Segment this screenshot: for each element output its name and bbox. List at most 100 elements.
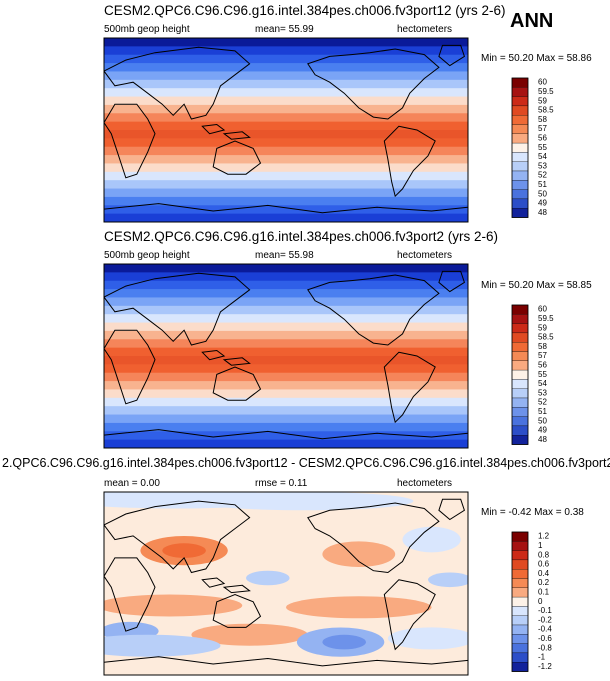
contour-band xyxy=(104,163,468,173)
coastline xyxy=(307,502,440,574)
colorbar-label: 50 xyxy=(538,189,547,198)
contour-band xyxy=(104,280,468,290)
contour-band xyxy=(104,155,468,165)
colorbar-label: 0.1 xyxy=(538,588,550,597)
contour-band xyxy=(104,364,468,374)
colorbar-label: -0.4 xyxy=(538,625,552,634)
panel2-minmax: Min = 50.20 Max = 58.85 xyxy=(481,280,592,291)
contour-band xyxy=(104,289,468,299)
colorbar-3: 1.210.80.60.40.20.10-0.1-0.2-0.4-0.6-0.8… xyxy=(511,531,552,672)
colorbar-label: 58 xyxy=(538,342,547,351)
colorbar-swatch xyxy=(511,87,529,97)
colorbar-label: 57 xyxy=(538,351,547,360)
contour-band xyxy=(104,381,468,391)
colorbar-label: 58.5 xyxy=(538,333,554,342)
anomaly-contour xyxy=(322,634,367,650)
colorbar-label: 59.5 xyxy=(538,87,554,96)
colorbar-label: 53 xyxy=(538,388,547,397)
colorbar-label: -1 xyxy=(538,653,546,662)
colorbar-label: 59 xyxy=(538,96,547,105)
contour-band xyxy=(104,347,468,357)
panel2-mean: mean= 55.98 xyxy=(255,250,314,261)
coastline xyxy=(212,593,262,628)
contour-band xyxy=(104,113,468,123)
colorbar-swatch xyxy=(511,142,529,153)
panel1-left-label: 500mb geop height xyxy=(104,24,190,35)
coastline xyxy=(438,498,465,521)
colorbar-label: 0.8 xyxy=(538,550,550,559)
coastline xyxy=(222,131,251,140)
colorbar-swatch xyxy=(511,624,529,635)
panel1-minmax: Min = 50.20 Max = 58.86 xyxy=(481,53,592,64)
colorbar-swatch xyxy=(511,416,529,427)
colorbar-swatch xyxy=(511,559,529,570)
season-label: ANN xyxy=(510,10,554,32)
contour-band xyxy=(104,205,468,215)
colorbar-label: 51 xyxy=(538,180,547,189)
colorbar-swatch xyxy=(511,161,529,172)
panel1-title: CESM2.QPC6.C96.C96.g16.intel.384pes.ch00… xyxy=(104,3,506,18)
colorbar-swatch xyxy=(511,541,529,551)
colorbar-swatch xyxy=(511,606,529,616)
colorbar-swatch xyxy=(511,652,529,663)
anomaly-contour xyxy=(104,594,243,617)
colorbar-label: 0.2 xyxy=(538,578,550,587)
colorbar-swatch xyxy=(511,152,529,162)
contour-band xyxy=(104,138,468,148)
contour-band xyxy=(104,264,468,273)
colorbar-label: 0 xyxy=(538,597,543,606)
anomaly-contour xyxy=(402,526,461,553)
map-frame xyxy=(103,263,469,449)
colorbar-label: 52 xyxy=(538,171,547,180)
colorbar-label: 50 xyxy=(538,416,547,425)
colorbar-label: 58.5 xyxy=(538,106,554,115)
colorbar-swatch xyxy=(511,351,529,361)
colorbar-swatch xyxy=(511,662,529,672)
coastline xyxy=(383,579,436,651)
panel3-title: 2.QPC6.C96.C96.g16.intel.384pes.ch006.fv… xyxy=(2,456,610,470)
contour-band xyxy=(104,88,468,98)
contour-band xyxy=(104,297,468,307)
coastline xyxy=(212,366,262,401)
map-frame xyxy=(103,491,469,676)
colorbar-swatch xyxy=(511,643,529,654)
contour-band xyxy=(104,71,468,81)
colorbar-swatch xyxy=(511,314,529,324)
coastline xyxy=(104,429,468,440)
anomaly-contour xyxy=(428,572,468,588)
coastline xyxy=(438,44,465,67)
colorbar-swatch xyxy=(511,304,529,315)
contour-band xyxy=(104,314,468,324)
colorbar-swatch xyxy=(511,77,529,88)
colorbar-label: 59.5 xyxy=(538,314,554,323)
colorbar-label: 52 xyxy=(538,398,547,407)
map-panel-2 xyxy=(104,264,468,448)
contour-band xyxy=(104,188,468,198)
coastline xyxy=(212,140,262,175)
coastline xyxy=(104,557,156,632)
colorbar-label: 56 xyxy=(538,361,547,370)
contour-band xyxy=(104,322,468,332)
colorbar-label: 54 xyxy=(538,152,547,161)
colorbar-swatch xyxy=(511,323,529,334)
contour-band xyxy=(104,63,468,73)
colorbar-label: 1.2 xyxy=(538,532,550,541)
colorbar-label: 60 xyxy=(538,78,547,87)
colorbar-swatch xyxy=(511,388,529,399)
colorbar-label: 0.4 xyxy=(538,569,550,578)
colorbar-swatch xyxy=(511,407,529,417)
colorbar-swatch xyxy=(511,379,529,389)
colorbar-label: 56 xyxy=(538,134,547,143)
coastline xyxy=(201,123,226,135)
colorbar-swatch xyxy=(511,615,529,626)
colorbar-swatch xyxy=(511,550,529,561)
coastline xyxy=(222,584,251,594)
colorbar-swatch xyxy=(511,578,529,588)
contour-band xyxy=(104,389,468,399)
coastline xyxy=(201,577,226,588)
panel1-units: hectometers xyxy=(397,24,453,35)
colorbar-label: -1.2 xyxy=(538,662,552,671)
contour-band xyxy=(104,356,468,365)
